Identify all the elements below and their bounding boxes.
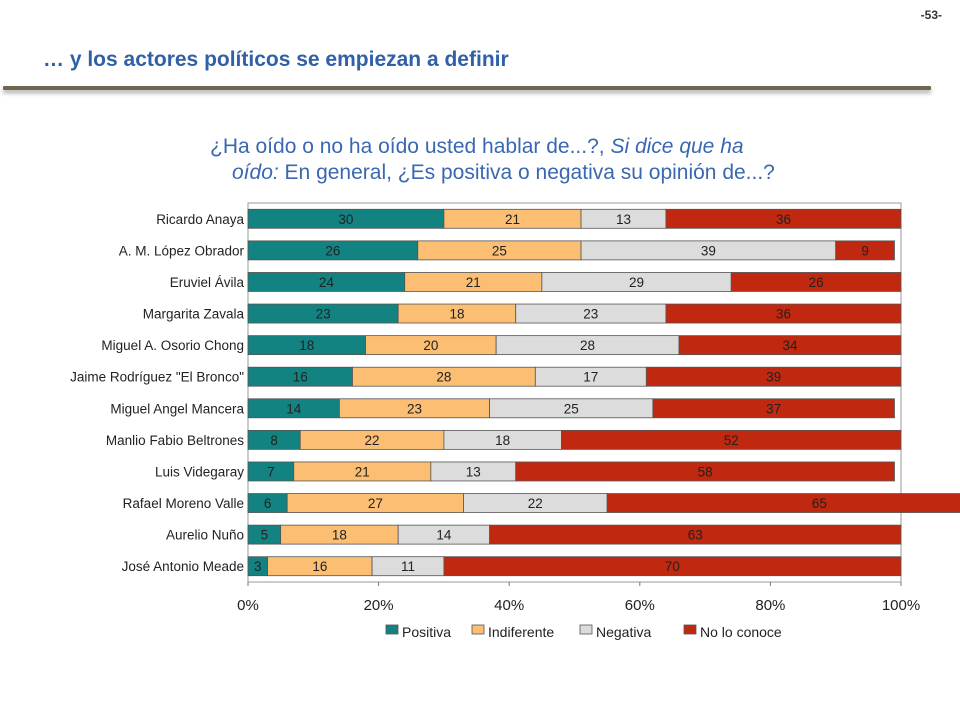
data-label: 65 — [812, 496, 827, 511]
question-text-1: ¿Ha oído o no ha oído usted hablar de...… — [210, 135, 611, 158]
data-label: 14 — [286, 401, 302, 416]
category-label: Aurelio Nuño — [166, 528, 244, 543]
x-tick-label: 20% — [364, 597, 394, 614]
bar-segment — [561, 429, 902, 450]
data-label: 23 — [583, 307, 598, 322]
data-label: 17 — [583, 370, 598, 385]
category-label: Ricardo Anaya — [156, 212, 244, 227]
data-label: 8 — [270, 433, 278, 448]
data-label: 27 — [368, 496, 383, 511]
data-label: 58 — [698, 464, 713, 479]
x-tick-label: 80% — [755, 597, 785, 614]
x-tick-label: 100% — [882, 597, 920, 614]
bar-segment — [443, 556, 902, 577]
data-label: 39 — [766, 370, 781, 385]
x-tick-label: 40% — [494, 597, 524, 614]
data-label: 20 — [423, 338, 438, 353]
data-label: 18 — [449, 307, 464, 322]
data-label: 22 — [528, 496, 543, 511]
data-label: 11 — [401, 559, 415, 574]
bar-segment — [652, 398, 895, 419]
category-label: Rafael Moreno Valle — [123, 496, 244, 511]
data-label: 37 — [766, 401, 781, 416]
data-label: 3 — [254, 559, 262, 574]
legend-label: Positiva — [402, 624, 451, 640]
plot-frame — [247, 202, 902, 583]
data-label: 24 — [319, 275, 335, 290]
legend-label: No lo conoce — [700, 624, 782, 640]
data-label: 29 — [629, 275, 644, 290]
legend-swatch — [471, 624, 485, 635]
data-label: 13 — [466, 464, 481, 479]
question-italic-1: Si dice que ha — [610, 135, 744, 158]
data-label: 13 — [616, 212, 631, 227]
data-label: 34 — [782, 338, 798, 353]
legend-swatch — [385, 624, 399, 635]
data-label: 21 — [466, 275, 481, 290]
data-label: 21 — [355, 464, 370, 479]
bar-segment — [489, 524, 902, 545]
data-label: 36 — [776, 212, 791, 227]
data-label: 25 — [492, 243, 507, 258]
legend-label: Indiferente — [488, 624, 554, 640]
data-label: 26 — [809, 275, 824, 290]
data-label: 70 — [665, 559, 680, 574]
question-italic-2: oído: — [232, 161, 279, 184]
category-label: Jaime Rodríguez "El Bronco" — [70, 370, 244, 385]
data-label: 6 — [264, 496, 272, 511]
survey-question: ¿Ha oído o no ha oído usted hablar de...… — [210, 134, 910, 186]
data-label: 28 — [436, 370, 451, 385]
data-label: 22 — [365, 433, 380, 448]
bar-segment — [515, 461, 895, 482]
data-label: 63 — [688, 528, 703, 543]
data-label: 21 — [505, 212, 520, 227]
question-line-2: oído: En general, ¿Es positiva o negativ… — [210, 160, 910, 186]
data-label: 28 — [580, 338, 595, 353]
data-label: 5 — [261, 528, 269, 543]
bar-segment — [665, 208, 902, 229]
x-tick-label: 60% — [625, 597, 655, 614]
data-label: 23 — [316, 307, 331, 322]
question-text-2: En general, ¿Es positiva o negativa su o… — [278, 161, 775, 184]
data-label: 16 — [293, 370, 308, 385]
category-label: A. M. López Obrador — [119, 243, 245, 258]
data-label: 9 — [861, 243, 869, 258]
data-label: 7 — [267, 464, 275, 479]
x-tick-label: 0% — [237, 597, 259, 614]
category-label: Miguel A. Osorio Chong — [101, 338, 244, 353]
data-label: 25 — [564, 401, 579, 416]
bar-segment — [665, 303, 902, 324]
bar-segment — [678, 335, 902, 356]
legend-swatch — [579, 624, 593, 635]
data-label: 36 — [776, 307, 791, 322]
data-label: 26 — [325, 243, 340, 258]
category-label: Margarita Zavala — [143, 307, 245, 322]
bar-segment — [606, 493, 960, 513]
category-label: Miguel Angel Mancera — [110, 401, 244, 416]
page-title: … y los actores políticos se empiezan a … — [43, 48, 509, 71]
bar-segment — [645, 366, 902, 387]
bar-segment — [730, 272, 902, 292]
page-number: -53- — [920, 8, 942, 22]
category-label: Eruviel Ávila — [170, 275, 245, 290]
category-label: Luis Videgaray — [155, 464, 244, 479]
data-label: 52 — [724, 433, 739, 448]
category-label: Manlio Fabio Beltrones — [106, 433, 244, 448]
data-label: 30 — [338, 212, 353, 227]
data-label: 18 — [332, 528, 347, 543]
data-label: 39 — [701, 243, 716, 258]
data-label: 18 — [299, 338, 314, 353]
title-divider — [3, 86, 931, 90]
bar-segment — [835, 240, 895, 261]
legend-label: Negativa — [596, 624, 651, 640]
data-label: 16 — [312, 559, 327, 574]
legend-swatch — [683, 624, 697, 635]
category-label: José Antonio Meade — [122, 559, 244, 574]
data-label: 23 — [407, 401, 422, 416]
data-label: 14 — [436, 528, 452, 543]
data-label: 18 — [495, 433, 510, 448]
